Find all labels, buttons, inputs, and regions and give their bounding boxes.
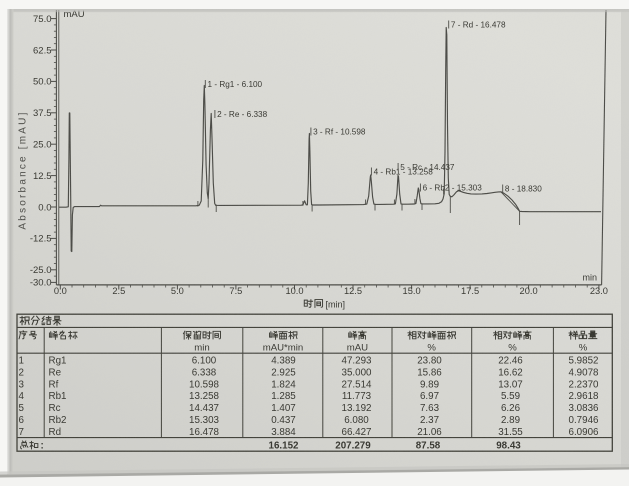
svg-text:0.0: 0.0: [54, 286, 67, 296]
svg-text:4 - Rb1 - 13.258: 4 - Rb1 - 13.258: [374, 167, 434, 176]
svg-text:10.598: 10.598: [189, 379, 220, 390]
svg-text:10.0: 10.0: [285, 286, 303, 296]
svg-text:62.5: 62.5: [33, 45, 52, 56]
svg-text:50.0: 50.0: [33, 77, 52, 88]
svg-text:17.5: 17.5: [461, 286, 479, 296]
svg-text:5: 5: [19, 403, 25, 414]
svg-text:21.06: 21.06: [417, 427, 442, 438]
svg-text:3.884: 3.884: [271, 427, 296, 438]
svg-text:13.258: 13.258: [189, 391, 220, 402]
svg-text:6.100: 6.100: [192, 355, 217, 366]
svg-text:2: 2: [19, 367, 24, 378]
svg-text:1.285: 1.285: [271, 391, 296, 402]
svg-text:35.000: 35.000: [342, 367, 373, 378]
svg-text:16.152: 16.152: [269, 441, 300, 452]
svg-text:47.293: 47.293: [342, 355, 373, 366]
svg-text:5 - Rc - 14.437: 5 - Rc - 14.437: [400, 163, 455, 172]
svg-text:min: min: [582, 273, 597, 283]
svg-text:7 - Rd - 16.478: 7 - Rd - 16.478: [451, 20, 506, 29]
svg-text:Re: Re: [49, 367, 62, 378]
svg-text:6: 6: [19, 415, 25, 426]
svg-text:Rg1: Rg1: [49, 355, 67, 366]
svg-text:20.0: 20.0: [520, 286, 538, 296]
svg-text:11.773: 11.773: [342, 391, 372, 402]
svg-text:2.37: 2.37: [420, 415, 439, 426]
svg-text:15.303: 15.303: [189, 415, 220, 426]
svg-text:3 - Rf - 10.598: 3 - Rf - 10.598: [313, 127, 366, 136]
svg-text:7.5: 7.5: [229, 286, 242, 296]
svg-text:2.5: 2.5: [112, 286, 125, 296]
svg-text:Absorbance [mAU]: Absorbance [mAU]: [18, 110, 29, 229]
svg-text:Rc: Rc: [49, 403, 61, 414]
svg-text:mAU*min: mAU*min: [263, 343, 304, 354]
svg-text:%: %: [427, 343, 436, 354]
svg-text:16.478: 16.478: [189, 427, 220, 438]
svg-text:Rb1: Rb1: [49, 391, 67, 402]
svg-text:2 - Re - 6.338: 2 - Re - 6.338: [217, 110, 268, 119]
svg-text:6.26: 6.26: [501, 403, 521, 414]
svg-text:1 - Rg1 - 6.100: 1 - Rg1 - 6.100: [208, 80, 263, 89]
svg-text:2.925: 2.925: [271, 367, 296, 378]
svg-text:87.58: 87.58: [416, 441, 441, 452]
svg-text:9.89: 9.89: [420, 379, 439, 390]
svg-text:75.0: 75.0: [33, 14, 52, 25]
svg-text:6.97: 6.97: [420, 391, 439, 402]
svg-text:6 - Rb2 - 15.303: 6 - Rb2 - 15.303: [423, 183, 483, 192]
svg-text:-30.0: -30.0: [30, 278, 52, 289]
svg-text::: :: [41, 441, 44, 452]
svg-text:3.0836: 3.0836: [569, 403, 600, 414]
svg-text:Rf: Rf: [49, 379, 59, 390]
svg-text:min: min: [194, 343, 209, 354]
svg-text:12.5: 12.5: [33, 171, 52, 182]
svg-text:mAU: mAU: [64, 9, 85, 20]
svg-text:66.427: 66.427: [342, 427, 372, 438]
svg-text:mAU: mAU: [347, 343, 368, 354]
svg-text:%: %: [508, 343, 517, 354]
svg-text:4: 4: [19, 391, 25, 402]
svg-text:%: %: [579, 343, 588, 354]
svg-text:1.824: 1.824: [271, 379, 296, 390]
svg-text:8 - 18.830: 8 - 18.830: [505, 184, 542, 193]
svg-text:3: 3: [19, 379, 25, 390]
svg-text:22.46: 22.46: [498, 355, 523, 366]
svg-text:4.389: 4.389: [271, 355, 296, 366]
svg-text:31.55: 31.55: [498, 427, 523, 438]
svg-text:23.80: 23.80: [417, 355, 442, 366]
svg-text:207.279: 207.279: [335, 441, 371, 452]
svg-text:Rd: Rd: [49, 427, 62, 438]
svg-text:7.63: 7.63: [420, 403, 440, 414]
svg-text:6.338: 6.338: [192, 367, 217, 378]
svg-text:23.0: 23.0: [590, 286, 608, 296]
svg-text:27.514: 27.514: [342, 379, 373, 390]
svg-text:0.437: 0.437: [271, 415, 296, 426]
svg-text:1: 1: [19, 355, 24, 366]
svg-text:7: 7: [19, 427, 24, 438]
svg-text:2.9618: 2.9618: [569, 391, 600, 402]
svg-text:15.0: 15.0: [403, 286, 421, 296]
svg-text:-12.5: -12.5: [30, 234, 52, 245]
svg-text:5.9852: 5.9852: [569, 355, 599, 366]
svg-text:5.59: 5.59: [501, 391, 520, 402]
svg-text:13.07: 13.07: [498, 379, 523, 390]
svg-text:1.407: 1.407: [271, 403, 296, 414]
svg-text:[min]: [min]: [326, 299, 346, 309]
svg-text:5.0: 5.0: [171, 286, 184, 296]
svg-text:16.62: 16.62: [498, 367, 523, 378]
svg-text:2.2370: 2.2370: [569, 379, 600, 390]
svg-text:98.43: 98.43: [496, 441, 521, 452]
svg-text:12.5: 12.5: [344, 286, 362, 296]
svg-text:Rb2: Rb2: [49, 415, 67, 426]
svg-text:6.080: 6.080: [344, 415, 369, 426]
svg-text:2.89: 2.89: [501, 415, 520, 426]
svg-text:25.0: 25.0: [33, 140, 52, 151]
svg-text:13.192: 13.192: [342, 403, 372, 414]
svg-text:-25.0: -25.0: [30, 265, 52, 276]
svg-text:4.9078: 4.9078: [569, 367, 600, 378]
svg-text:15.86: 15.86: [417, 367, 442, 378]
svg-text:37.5: 37.5: [33, 108, 52, 119]
svg-text:14.437: 14.437: [189, 403, 219, 414]
svg-text:0.0: 0.0: [38, 202, 51, 213]
svg-text:0.7946: 0.7946: [569, 415, 600, 426]
svg-text:6.0906: 6.0906: [569, 427, 600, 438]
